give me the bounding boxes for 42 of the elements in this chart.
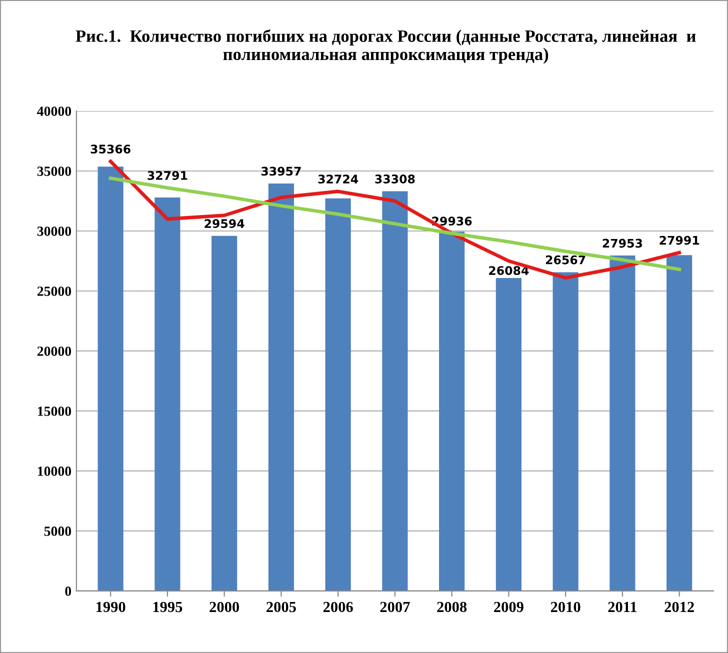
bar: [382, 191, 408, 591]
y-tick-label: 5000: [44, 526, 72, 536]
chart-title: Рис.1. Количество погибших на дорогах России (данные Росстата, линейная и полиномиальная аппроксимация тренда): [76, 29, 696, 64]
bar: [439, 232, 465, 591]
bar: [496, 278, 522, 591]
data-label: 26084: [489, 266, 529, 276]
data-label: 26567: [546, 255, 586, 264]
x-tick-label: 2011: [608, 602, 637, 612]
y-tick-label: 15000: [38, 406, 72, 416]
y-tick-label: 35000: [37, 166, 72, 176]
x-tick-label: 2007: [380, 602, 410, 612]
x-tick-label: 1990: [96, 602, 126, 612]
x-tick-label: 2008: [437, 602, 467, 612]
data-label: 32791: [148, 171, 188, 180]
data-label: 27953: [602, 238, 642, 248]
bar: [610, 256, 636, 591]
data-label: 33308: [375, 174, 415, 184]
x-tick-label: 2009: [494, 602, 524, 612]
data-label: 27991: [660, 236, 700, 245]
x-tick-label: 2012: [664, 602, 694, 612]
x-tick-label: 2006: [323, 602, 353, 612]
data-label: 32724: [318, 174, 358, 184]
y-tick-label: 30000: [37, 226, 72, 236]
data-label: 33957: [261, 166, 301, 176]
bar: [268, 184, 294, 591]
bar: [666, 255, 692, 591]
x-tick-label: 2000: [210, 602, 240, 612]
y-tick-label: 40000: [37, 106, 72, 116]
bar: [552, 272, 578, 591]
y-tick-label: 0: [65, 586, 72, 596]
bar: [325, 198, 351, 591]
bar: [154, 198, 180, 591]
data-label: 29594: [204, 219, 244, 228]
data-label: 35366: [90, 144, 130, 154]
bar: [98, 166, 124, 591]
x-tick-label: 2010: [550, 602, 580, 612]
y-tick-label: 25000: [37, 286, 72, 296]
y-tick-label: 10000: [38, 466, 72, 476]
y-tick-label: 20000: [37, 346, 72, 356]
bar: [212, 236, 238, 591]
x-tick-label: 2005: [266, 602, 296, 612]
x-tick-label: 1995: [153, 602, 182, 612]
